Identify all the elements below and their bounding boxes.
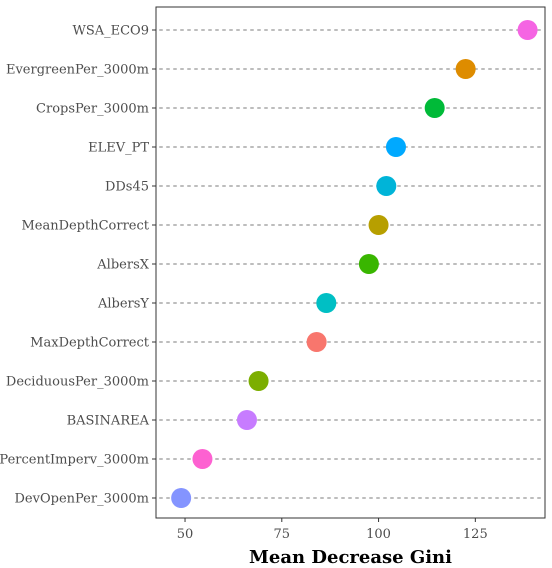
y-tick-label: DDs45	[105, 180, 149, 195]
y-tick-label: WSA_ECO9	[72, 24, 149, 39]
data-point	[424, 98, 445, 118]
y-tick-label: PercentImperv_3000m	[0, 453, 149, 468]
x-tick-label: 75	[274, 527, 291, 542]
data-point	[171, 488, 192, 508]
x-tick-label: 100	[366, 527, 391, 542]
data-points	[171, 20, 538, 508]
data-point	[192, 449, 213, 469]
x-axis-title: Mean Decrease Gini	[249, 547, 452, 568]
data-point	[385, 137, 406, 157]
y-tick-label: DevOpenPer_3000m	[15, 492, 150, 507]
y-tick-label: BASINAREA	[67, 414, 150, 429]
y-tick-label: CropsPer_3000m	[36, 102, 149, 117]
data-point	[306, 332, 327, 352]
y-tick-label: AlbersX	[96, 258, 149, 273]
x-axis-ticks: 50 75 100 125	[177, 518, 488, 542]
y-tick-label: ELEV_PT	[88, 141, 149, 156]
panel-border	[155, 6, 546, 519]
data-point	[236, 410, 257, 430]
y-tick-label: MeanDepthCorrect	[21, 219, 149, 234]
data-point	[316, 293, 337, 313]
data-point	[248, 371, 269, 391]
data-point	[517, 20, 538, 40]
y-tick-label: EvergreenPer_3000m	[6, 63, 149, 78]
x-tick-label: 50	[177, 527, 194, 542]
y-tick-label: DeciduousPer_3000m	[6, 375, 149, 390]
y-tick-labels: WSA_ECO9 EvergreenPer_3000m CropsPer_3000m…	[0, 24, 156, 507]
data-point	[376, 176, 397, 196]
guide-lines	[159, 29, 544, 499]
x-tick-label: 125	[463, 527, 488, 542]
data-point	[368, 215, 389, 235]
data-point	[358, 254, 379, 274]
y-tick-label: AlbersY	[97, 297, 149, 312]
data-point	[455, 59, 476, 79]
y-tick-label: MaxDepthCorrect	[30, 336, 150, 351]
